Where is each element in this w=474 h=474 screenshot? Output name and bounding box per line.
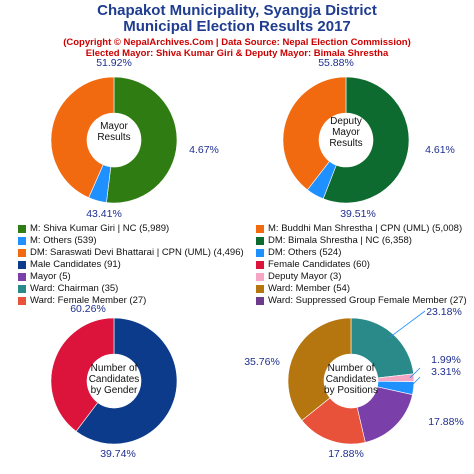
legend-label: DM: Bimala Shrestha | NC (6,358) [268, 235, 412, 246]
legend-swatch [18, 237, 26, 245]
legend-left: M: Shiva Kumar Giri | NC (5,989) M: Other… [18, 223, 244, 307]
donut-center-label: Results [97, 132, 130, 143]
slice-percent-label: 17.88% [428, 416, 464, 428]
legend-swatch [18, 273, 26, 281]
donut-center-label: by Gender [91, 385, 138, 396]
legend-item: Ward: Member (54) [256, 283, 467, 295]
legend-swatch [256, 273, 264, 281]
legend-item: Ward: Chairman (35) [18, 283, 244, 295]
pie-slice [282, 76, 347, 191]
chart-title-line-1: Chapakot Municipality, Syangja District [97, 2, 377, 19]
pie-slice [75, 317, 178, 445]
slice-percent-label: 4.67% [189, 144, 219, 156]
legend-item: M: Shiva Kumar Giri | NC (5,989) [18, 223, 244, 235]
legend-swatch [256, 249, 264, 257]
legend-label: Ward: Suppressed Group Female Member (27… [268, 295, 467, 306]
legend-swatch [256, 261, 264, 269]
legend-swatch [18, 285, 26, 293]
legend-item: M: Buddhi Man Shrestha | CPN (UML) (5,00… [256, 223, 467, 235]
legend-label: Ward: Chairman (35) [30, 283, 119, 294]
legend-swatch [18, 225, 26, 233]
legend-swatch [256, 237, 264, 245]
legend-item: Deputy Mayor (3) [256, 271, 467, 283]
slice-percent-label: 55.88% [318, 57, 354, 69]
legend-item: Female Candidates (60) [256, 259, 467, 271]
legend-item: Ward: Female Member (27) [18, 295, 244, 307]
leader-line [409, 376, 421, 389]
pie-slice [50, 76, 115, 199]
pie-slice [287, 317, 352, 421]
slice-percent-label: 39.74% [100, 448, 136, 460]
legend-label: DM: Others (524) [268, 247, 342, 258]
slice-percent-label: 43.41% [86, 208, 122, 220]
donut-center-label: Mayor [100, 121, 128, 132]
legend-label: M: Buddhi Man Shrestha | CPN (UML) (5,00… [268, 223, 463, 234]
elected-officials-line: Elected Mayor: Shiva Kumar Giri & Deputy… [85, 48, 389, 59]
pie-slice [322, 76, 410, 204]
legend-label: Ward: Member (54) [268, 283, 350, 294]
donut-center-label: by Positions [324, 385, 378, 396]
slice-percent-label: 23.18% [426, 306, 462, 318]
donut-center-label: Candidates [89, 374, 140, 385]
legend-item: DM: Others (524) [256, 247, 467, 259]
legend-label: Mayor (5) [30, 271, 71, 282]
slice-percent-label: 51.92% [96, 57, 132, 69]
legend-item: Mayor (5) [18, 271, 244, 283]
donut-center-label: Number of [91, 363, 138, 374]
legend-label: Female Candidates (60) [268, 259, 370, 270]
legend-item: M: Others (539) [18, 235, 244, 247]
legend-swatch [18, 249, 26, 257]
slice-percent-label: 1.99% [431, 354, 461, 366]
slice-percent-label: 3.31% [431, 366, 461, 378]
donut-center-label: Results [329, 138, 362, 149]
donut-center-label: Mayor [332, 127, 360, 138]
pie-slice [106, 76, 178, 204]
copyright-source-line: (Copyright © NepalArchives.Com | Data So… [63, 37, 411, 48]
legend-label: Ward: Female Member (27) [30, 295, 147, 306]
legend-label: M: Others (539) [30, 235, 97, 246]
legend-swatch [18, 261, 26, 269]
legend-label: M: Shiva Kumar Giri | NC (5,989) [30, 223, 170, 234]
slice-percent-label: 4.61% [425, 144, 455, 156]
legend-swatch [256, 225, 264, 233]
donut-center-label: Candidates [326, 374, 377, 385]
legend-item: Male Candidates (91) [18, 259, 244, 271]
legend-item: DM: Saraswati Devi Bhattarai | CPN (UML)… [18, 247, 244, 259]
pie-slice [50, 317, 115, 432]
slice-percent-label: 60.26% [70, 303, 106, 315]
legend-label: Deputy Mayor (3) [268, 271, 342, 282]
chart-title-line-2: Municipal Election Results 2017 [123, 18, 351, 35]
legend-right: M: Buddhi Man Shrestha | CPN (UML) (5,00… [256, 223, 467, 307]
slice-percent-label: 39.51% [340, 208, 376, 220]
legend-swatch [256, 297, 264, 305]
legend-swatch [18, 297, 26, 305]
donut-center-label: Number of [328, 363, 375, 374]
leader-line [390, 310, 426, 338]
leader-line [409, 367, 421, 379]
legend-item: DM: Bimala Shrestha | NC (6,358) [256, 235, 467, 247]
legend-label: DM: Saraswati Devi Bhattarai | CPN (UML)… [30, 247, 244, 258]
legend-swatch [256, 285, 264, 293]
slice-percent-label: 35.76% [244, 356, 280, 368]
slice-percent-label: 17.88% [328, 448, 364, 460]
legend-label: Male Candidates (91) [30, 259, 121, 270]
legend-item: Ward: Suppressed Group Female Member (27… [256, 295, 467, 307]
donut-center-label: Deputy [330, 116, 362, 127]
